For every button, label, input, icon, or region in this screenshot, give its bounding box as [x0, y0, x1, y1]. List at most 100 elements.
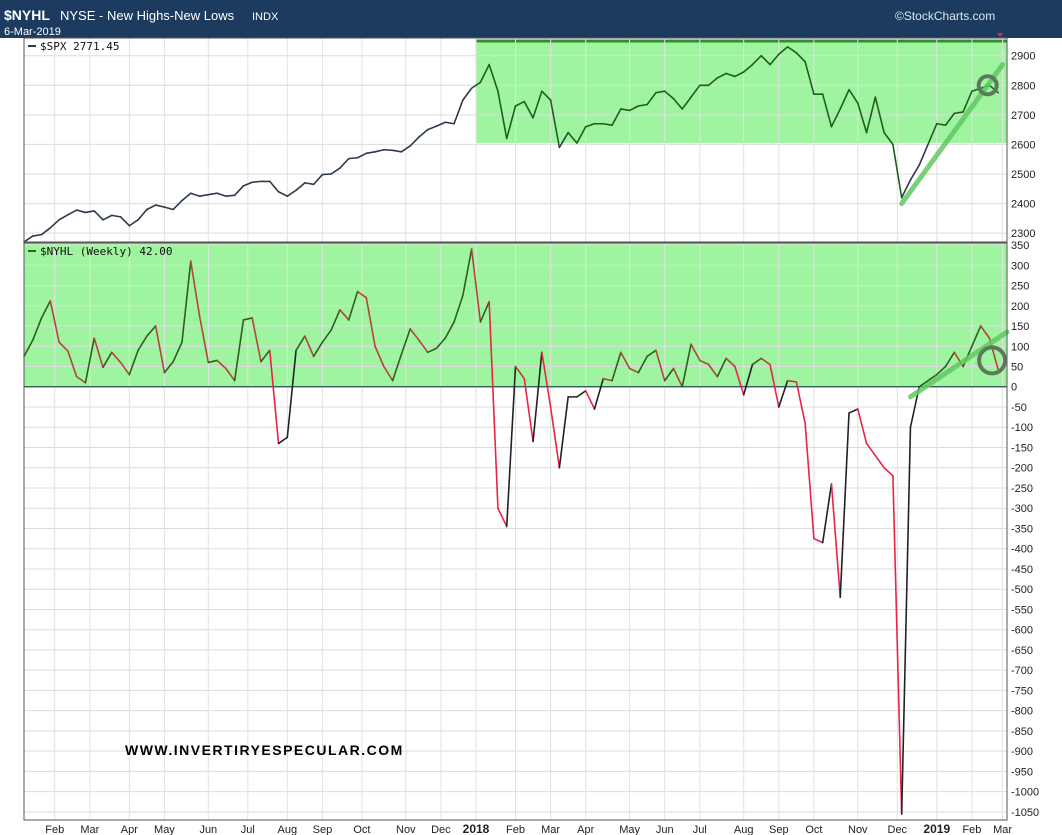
- spx-line-segment: [742, 63, 754, 73]
- spx-line-segment: [505, 105, 517, 140]
- spx-line-segment: [953, 111, 964, 115]
- spx-line-segment: [462, 87, 473, 101]
- nyhl-y-tick-label: -550: [1011, 604, 1033, 616]
- spx-line-segment: [110, 214, 122, 218]
- nyhl-line-segment: [514, 365, 526, 380]
- nyhl-line-segment: [102, 351, 113, 369]
- spx-line-segment: [935, 122, 947, 127]
- spx-y-tick-label: 2800: [1011, 80, 1035, 92]
- nyhl-legend-label: $NYHL (Weekly) 42.00: [40, 245, 172, 258]
- nyhl-y-tick-label: -600: [1011, 625, 1033, 637]
- x-tick-label: Mar: [993, 824, 1012, 835]
- spx-line-segment: [760, 54, 771, 66]
- nyhl-line-segment: [154, 325, 166, 374]
- nyhl-line-segment: [681, 343, 692, 388]
- spx-line-segment: [23, 235, 34, 243]
- header-symbol: $NYHL: [4, 7, 50, 23]
- x-tick-label: Sep: [769, 824, 789, 835]
- spx-line-segment: [172, 199, 183, 211]
- spx-line-segment: [67, 209, 78, 216]
- nyhl-line-segment: [769, 363, 780, 408]
- spx-line-segment: [330, 167, 341, 175]
- nyhl-line-segment: [435, 337, 447, 350]
- nyhl-y-tick-label: -250: [1011, 483, 1033, 495]
- x-tick-label: Feb: [45, 824, 64, 835]
- nyhl-line-segment: [663, 367, 675, 382]
- nyhl-line-segment: [576, 389, 587, 398]
- nyhl-y-tick-label: -900: [1011, 746, 1033, 758]
- spx-line-segment: [479, 63, 490, 84]
- x-tick-label: Feb: [506, 824, 525, 835]
- nyhl-y-tick-label: -400: [1011, 544, 1033, 556]
- spx-line-segment: [769, 53, 780, 66]
- spx-line-segment: [163, 206, 175, 211]
- nyhl-line-segment: [418, 339, 429, 354]
- spx-line-segment: [751, 54, 763, 66]
- nyhl-line-segment: [426, 347, 438, 354]
- spx-y-tick-label: 2500: [1011, 169, 1035, 181]
- nyhl-line-segment: [137, 335, 148, 352]
- spx-line-segment: [400, 145, 411, 153]
- spx-line-segment: [374, 148, 385, 153]
- nyhl-line-segment: [383, 365, 394, 382]
- nyhl-line-segment: [479, 300, 490, 323]
- nyhl-line-segment: [532, 351, 543, 443]
- spx-line-segment: [75, 209, 87, 214]
- header-date: 6-Mar-2019: [4, 26, 61, 38]
- nyhl-y-tick-label: 350: [1011, 240, 1029, 252]
- nyhl-y-tick-label: 150: [1011, 321, 1029, 333]
- spx-line-segment: [567, 131, 578, 144]
- x-tick-label: Aug: [734, 824, 754, 835]
- nyhl-line-segment: [558, 396, 569, 469]
- spx-line-segment: [453, 99, 464, 125]
- spx-line-segment: [602, 122, 613, 127]
- nyhl-line-segment: [716, 357, 727, 378]
- spx-line-segment: [435, 121, 447, 127]
- spx-line-segment: [102, 214, 113, 221]
- spx-line-segment: [409, 136, 420, 147]
- spx-line-segment: [856, 102, 868, 134]
- x-tick-label: Mar: [80, 824, 99, 835]
- spx-line-segment: [620, 108, 631, 112]
- nyhl-y-tick-label: -650: [1011, 645, 1033, 657]
- spx-line-segment: [242, 181, 253, 187]
- nyhl-line-segment: [356, 290, 368, 299]
- nyhl-line-segment: [839, 412, 850, 599]
- spx-line-segment: [347, 156, 359, 160]
- spx-line-segment: [383, 148, 394, 152]
- nyhl-line-segment: [453, 294, 464, 323]
- spx-line-segment: [584, 122, 596, 128]
- spx-line-segment: [321, 173, 332, 176]
- nyhl-line-segment: [602, 377, 613, 382]
- nyhl-y-tick-label: -200: [1011, 463, 1033, 475]
- nyhl-line-segment: [804, 422, 815, 540]
- x-tick-label: Dec: [888, 824, 908, 835]
- nyhl-line-segment: [593, 377, 605, 410]
- nyhl-line-segment: [707, 363, 719, 378]
- nyhl-y-tick-label: -1050: [1011, 807, 1039, 819]
- header-bar: [0, 0, 1062, 38]
- nyhl-line-segment: [821, 483, 833, 544]
- nyhl-line-segment: [584, 389, 596, 410]
- watermark: WWW.INVERTIRYESPECULAR.COM: [125, 742, 404, 758]
- nyhl-line-segment: [751, 357, 763, 366]
- spx-line-segment: [49, 219, 60, 229]
- nyhl-line-segment: [813, 537, 824, 544]
- x-tick-label: Jun: [656, 824, 674, 835]
- spx-line-segment: [944, 112, 956, 127]
- nyhl-line-segment: [944, 351, 956, 368]
- nyhl-line-segment: [58, 341, 69, 352]
- nyhl-line-segment: [637, 355, 648, 374]
- nyhl-y-tick-label: 0: [1011, 382, 1017, 394]
- nyhl-line-segment: [883, 466, 894, 477]
- nyhl-line-segment: [339, 309, 350, 321]
- spx-y-tick-label: 2600: [1011, 139, 1035, 151]
- spx-y-tick-label: 2900: [1011, 51, 1035, 63]
- spx-line-segment: [286, 189, 297, 197]
- nyhl-line-segment: [163, 360, 175, 374]
- nyhl-line-segment: [251, 317, 262, 363]
- nyhl-line-segment: [830, 483, 842, 599]
- chg-down-arrow-icon: [997, 33, 1003, 37]
- nyhl-line-segment: [181, 260, 192, 344]
